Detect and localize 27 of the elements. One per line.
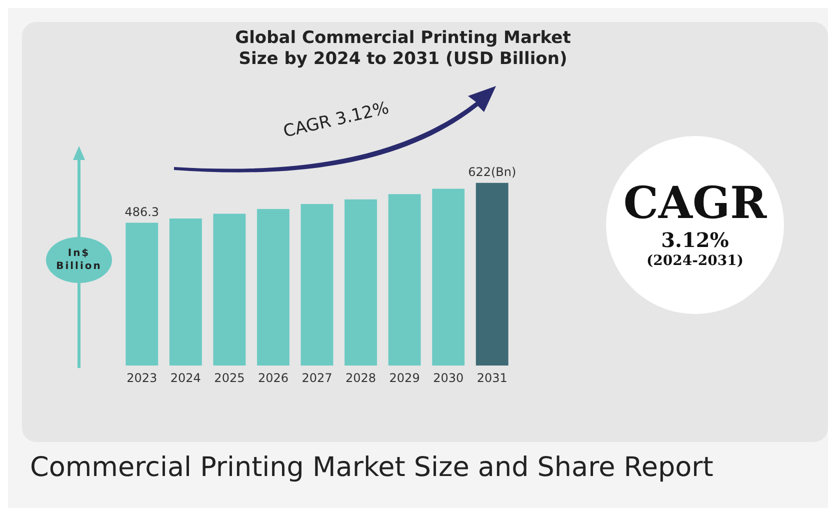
y-axis-title: In$ Billion [55, 247, 103, 273]
x-tick-label: 2025 [214, 370, 245, 385]
x-tick-label: 2029 [389, 370, 420, 385]
bar [344, 199, 377, 366]
bar [300, 204, 334, 366]
bar [126, 222, 158, 366]
chart-title: Global Commercial Printing Market Size by 2024 to 2031 (USD Billion) [234, 28, 572, 70]
bar [169, 218, 202, 366]
text: (2024-2031) [646, 252, 744, 270]
x-tick-label: 2030 [433, 370, 464, 385]
bar [432, 188, 465, 366]
bar [476, 182, 508, 366]
data-label: 486.3 [124, 204, 160, 219]
bar [388, 194, 421, 366]
text: 3.12% [660, 228, 730, 252]
x-tick-label: 2031 [476, 370, 508, 385]
x-tick-label: 2026 [258, 370, 288, 385]
text: CAGR 3.12% [282, 98, 391, 142]
x-tick-label: 2028 [346, 370, 376, 385]
text: CAGR [622, 178, 768, 229]
bar [213, 214, 246, 366]
x-tick-label: 2024 [170, 370, 201, 385]
bar [257, 209, 290, 366]
data-label: 622(Bn) [468, 165, 516, 180]
x-tick-label: 2023 [126, 370, 158, 385]
x-tick-label: 2027 [302, 370, 332, 385]
text: Commercial Printing Market Size and Share Report [30, 452, 714, 483]
